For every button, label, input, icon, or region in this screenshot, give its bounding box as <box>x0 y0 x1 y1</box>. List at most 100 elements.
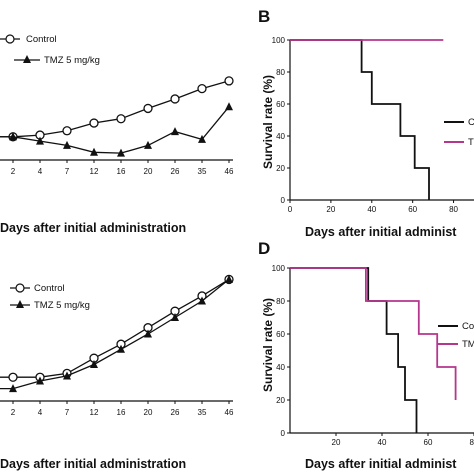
panel-c-x-tick-label: 2 <box>11 408 16 417</box>
panel-b-letter: B <box>258 7 270 26</box>
panel-b-x-tick-label: 40 <box>367 205 376 214</box>
panel-c-tmz-point <box>90 360 98 369</box>
panel-c-x-tick-label: 16 <box>117 408 126 417</box>
panel-c-x-tick-label: 46 <box>225 408 234 417</box>
panel-b-x-tick-label: 0 <box>288 205 293 214</box>
panel-a-control-point <box>170 94 180 104</box>
panel-d-curve-tmz <box>290 267 457 400</box>
panel-a-control-point <box>224 76 234 86</box>
panel-d-y-tick-label: 40 <box>276 363 285 372</box>
panel-c-control-point <box>8 372 18 382</box>
panel-c-x-tick-label: 20 <box>144 408 153 417</box>
panel-a-legend-marker-tmz <box>23 55 31 63</box>
panel-b-curve-control <box>290 39 430 200</box>
panel-a-tmz-line <box>0 106 230 154</box>
panel-a-tmz-point <box>117 148 125 157</box>
panel-a-tmz-point <box>63 140 71 149</box>
panel-b-y-tick-label: 20 <box>276 164 285 173</box>
panel-b-x-tick-label: 60 <box>408 205 417 214</box>
panel-d-legend-co: Co <box>462 321 474 332</box>
panel-b-legend-t: T <box>468 137 474 148</box>
panel-a-x-tick-label: 7 <box>65 167 70 176</box>
panel-d-curve-control <box>290 267 418 433</box>
panel-c-x-axis-label: Days after initial administration <box>0 457 186 471</box>
panel-b: B Survival rate (%) 0 20 40 60 80 100 0 20 40 60 8… <box>258 7 474 239</box>
panel-a-control-point <box>197 83 207 94</box>
panel-b-y-tick-label: 80 <box>276 68 285 77</box>
panel-c-tmz-point <box>36 376 44 385</box>
panel-a-plot-area: 2 4 7 12 16 20 26 35 46 <box>0 76 234 176</box>
panel-c-tmz-line <box>0 278 230 390</box>
panel-a-control-point <box>116 114 126 124</box>
panel-d-y-tick-label: 60 <box>276 330 285 339</box>
panel-a-control-line <box>0 80 230 138</box>
panel-b-plot-area: 0 20 40 60 80 100 0 20 40 60 80 <box>272 36 474 214</box>
panel-a-x-tick-label: 16 <box>117 167 126 176</box>
panel-a-legend-marker-control <box>5 34 15 44</box>
panel-c-x-tick-label: 7 <box>65 408 70 417</box>
panel-c-legend-tmz: TMZ 5 mg/kg <box>34 300 90 311</box>
panel-d-x-tick-label: 40 <box>378 438 387 447</box>
panel-c-x-tick-label: 12 <box>90 408 99 417</box>
panel-a-x-tick-label: 4 <box>38 167 43 176</box>
panel-d-letter: D <box>258 239 270 258</box>
panel-c-tmz-point <box>63 371 71 380</box>
panel-c-tmz-point <box>225 274 233 283</box>
panel-a-legend-control: Control <box>26 34 57 45</box>
panel-a: 2 4 7 12 16 20 26 35 46 Control TMZ 5 mg/kg Days… <box>0 34 234 235</box>
panel-c-x-tick-label: 26 <box>171 408 180 417</box>
panel-b-x-tick-label: 20 <box>326 205 335 214</box>
panel-a-tmz-point <box>225 102 233 111</box>
panel-a-control-point <box>143 103 153 114</box>
panel-c-tmz-point <box>117 344 125 353</box>
panel-d-x-axis-label: Days after initial administ <box>305 457 457 471</box>
panel-b-y-tick-label: 0 <box>281 196 286 205</box>
panel-b-y-tick-label: 60 <box>276 100 285 109</box>
panel-b-y-tick-label: 40 <box>276 132 285 141</box>
panel-c-legend-marker-control <box>15 283 25 293</box>
panel-a-x-tick-label: 35 <box>198 167 207 176</box>
panel-a-control-point <box>89 118 99 128</box>
panel-a-tmz-point <box>9 132 17 141</box>
panel-a-tmz-point <box>144 140 152 149</box>
panel-d-legend-tm: TM <box>462 339 474 350</box>
panel-b-y-axis-label: Survival rate (%) <box>261 75 275 169</box>
panel-c: 2 4 7 12 16 20 26 35 46 Control TMZ 5 mg/kg Days… <box>0 274 234 471</box>
panel-d-plot-area: 0 20 40 60 80 100 20 40 60 80 <box>272 264 474 447</box>
panel-d-y-tick-label: 0 <box>281 429 286 438</box>
panel-a-x-tick-label: 26 <box>171 167 180 176</box>
panel-c-x-tick-label: 4 <box>38 408 43 417</box>
panel-c-tmz-point <box>9 384 17 393</box>
panel-c-control-line <box>0 278 230 378</box>
panel-a-x-tick-label: 12 <box>90 167 99 176</box>
panel-a-tmz-point <box>36 136 44 145</box>
panel-a-tmz-point <box>198 134 206 143</box>
panel-a-x-tick-label: 46 <box>225 167 234 176</box>
panel-d-y-tick-label: 80 <box>276 297 285 306</box>
panel-a-control-point <box>62 126 72 136</box>
panel-d-y-tick-label: 100 <box>272 264 286 273</box>
panel-b-x-axis-label: Days after initial administ <box>305 225 457 239</box>
panel-a-tmz-point <box>171 127 179 136</box>
panel-a-x-axis-label: Days after initial administration <box>0 221 186 235</box>
panel-a-legend-tmz: TMZ 5 mg/kg <box>44 55 100 66</box>
panel-c-legend-control: Control <box>34 283 65 294</box>
panel-a-x-tick-label: 20 <box>144 167 153 176</box>
panel-d: D Survival rate (%) 0 20 40 60 80 100 20 40 60 80… <box>258 239 474 471</box>
panel-c-legend-marker-tmz <box>16 300 24 308</box>
panel-c-tmz-point <box>198 296 206 305</box>
panel-d-y-tick-label: 20 <box>276 396 285 405</box>
panel-b-legend-c: C <box>468 117 474 128</box>
panel-d-x-tick-label: 60 <box>424 438 433 447</box>
panel-a-x-tick-label: 2 <box>11 167 16 176</box>
panel-c-x-tick-label: 35 <box>198 408 207 417</box>
panel-d-x-tick-label: 20 <box>332 438 341 447</box>
panel-c-tmz-point <box>171 313 179 322</box>
panel-d-x-tick-label: 80 <box>470 438 474 447</box>
panel-c-plot-area: 2 4 7 12 16 20 26 35 46 <box>0 274 234 417</box>
panel-b-y-tick-label: 100 <box>272 36 286 45</box>
panel-c-tmz-point <box>144 329 152 338</box>
panel-a-tmz-point <box>90 147 98 156</box>
panel-b-x-tick-label: 80 <box>449 205 458 214</box>
